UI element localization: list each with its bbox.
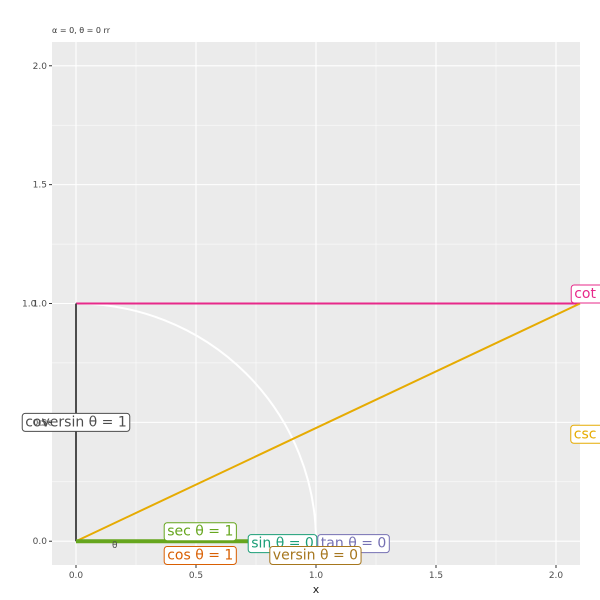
y-axis-ticks: 0.0 0.5 1.0 1.5 2.0 (33, 62, 52, 547)
axis-marker-1: 1.0 (22, 300, 37, 310)
trig-label-2: coversin θ = 1 (21, 412, 131, 432)
trig-label-box (21, 412, 131, 432)
trig-label-box (570, 284, 600, 304)
trig-label-text: cos θ = 1 (167, 547, 233, 563)
x-tick-label: 1.0 (309, 571, 324, 581)
trig-label-4: cos θ = 1 (163, 545, 237, 565)
x-tick-label: 0.0 (69, 571, 84, 581)
x-tick-label: 0.5 (189, 571, 203, 581)
trig-label-text: versin θ = 0 (273, 547, 358, 563)
trig-label-text: coversin θ = 1 (25, 414, 127, 430)
trig-label-text: csc θ = I (574, 426, 600, 442)
trig-label-text: cot θ = I (574, 286, 600, 302)
csc-segment (75, 302, 581, 543)
x-axis-title: x (313, 583, 320, 596)
trig-label-7: versin θ = 0 (269, 545, 362, 565)
trig-label-1: csc θ = I (570, 424, 600, 444)
trig-label-0: cot θ = I (570, 284, 600, 304)
x-axis-ticks: 0.0 0.5 1.0 1.5 2.0 (69, 565, 564, 581)
x-tick-label: 1.5 (429, 571, 443, 581)
y-tick-label: 2.0 (33, 62, 48, 72)
trig-label-box (163, 522, 237, 542)
trig-label-text: sec θ = 1 (167, 524, 233, 540)
trig-labels: cot θ = I csc θ = I coversin θ = 1 sec θ = … (21, 284, 600, 565)
trig-label-box (570, 424, 600, 444)
unit-circle-arc (75, 302, 317, 542)
chart-subtitle: α = 0, θ = 0 rr (52, 26, 111, 35)
axis-marker-csc: csc (38, 418, 53, 428)
trig-label-3: sec θ = 1 (163, 522, 237, 542)
unit-circle-arc-path (75, 302, 317, 542)
trig-label-box (163, 545, 237, 565)
x-tick-label: 2.0 (549, 571, 564, 581)
theta-label: θ (112, 541, 118, 551)
y-tick-label: 0.5 (33, 418, 47, 428)
trig-label-box (269, 545, 362, 565)
y-tick-label: 1.0 (33, 300, 48, 310)
y-tick-label: 1.5 (33, 181, 47, 191)
y-tick-label: 0.0 (33, 537, 48, 547)
